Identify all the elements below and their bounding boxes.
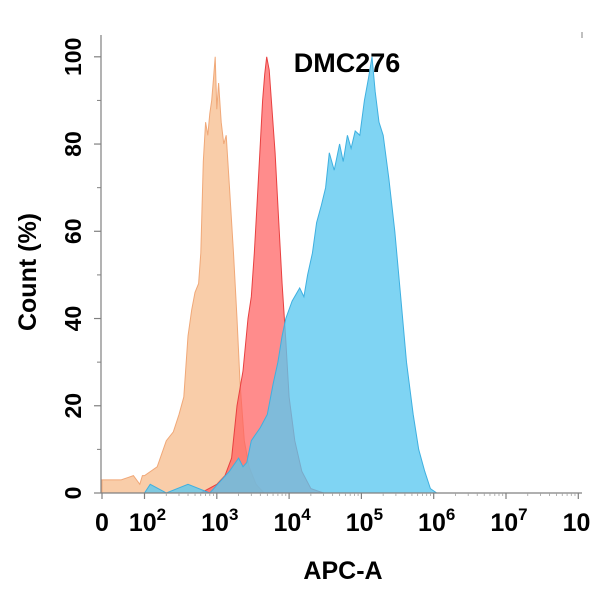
histogram-series-1 [101, 56, 266, 494]
x-tick-label: 107 [490, 505, 527, 537]
y-tick-label: 80 [60, 131, 86, 157]
x-tick-label: 0 [95, 509, 109, 537]
x-tick-label: 102 [129, 505, 166, 537]
x-axis-title: APC-A [303, 557, 382, 585]
x-tick-label: 105 [346, 505, 383, 537]
y-tick-label: 40 [60, 306, 86, 332]
y-ticks: 0 20 40 60 80 100 [60, 38, 101, 500]
histogram-series-3 [143, 56, 439, 494]
x-tick-label: 104 [273, 505, 311, 537]
axes-layer [100, 32, 583, 494]
y-tick-label: 20 [60, 393, 86, 419]
x-tick-label: 108 [563, 505, 591, 537]
x-ticks: 0 102 103 104 105 106 107 108 [95, 493, 591, 537]
chart-title: DMC276 [294, 48, 401, 78]
x-tick-label: 103 [201, 505, 238, 537]
y-tick-label: 0 [60, 487, 86, 500]
x-tick-label: 106 [418, 505, 455, 537]
series-layer [101, 56, 439, 494]
y-tick-label: 100 [60, 38, 86, 76]
y-axis-title: Count (%) [14, 213, 42, 331]
y-tick-label: 60 [60, 218, 86, 244]
